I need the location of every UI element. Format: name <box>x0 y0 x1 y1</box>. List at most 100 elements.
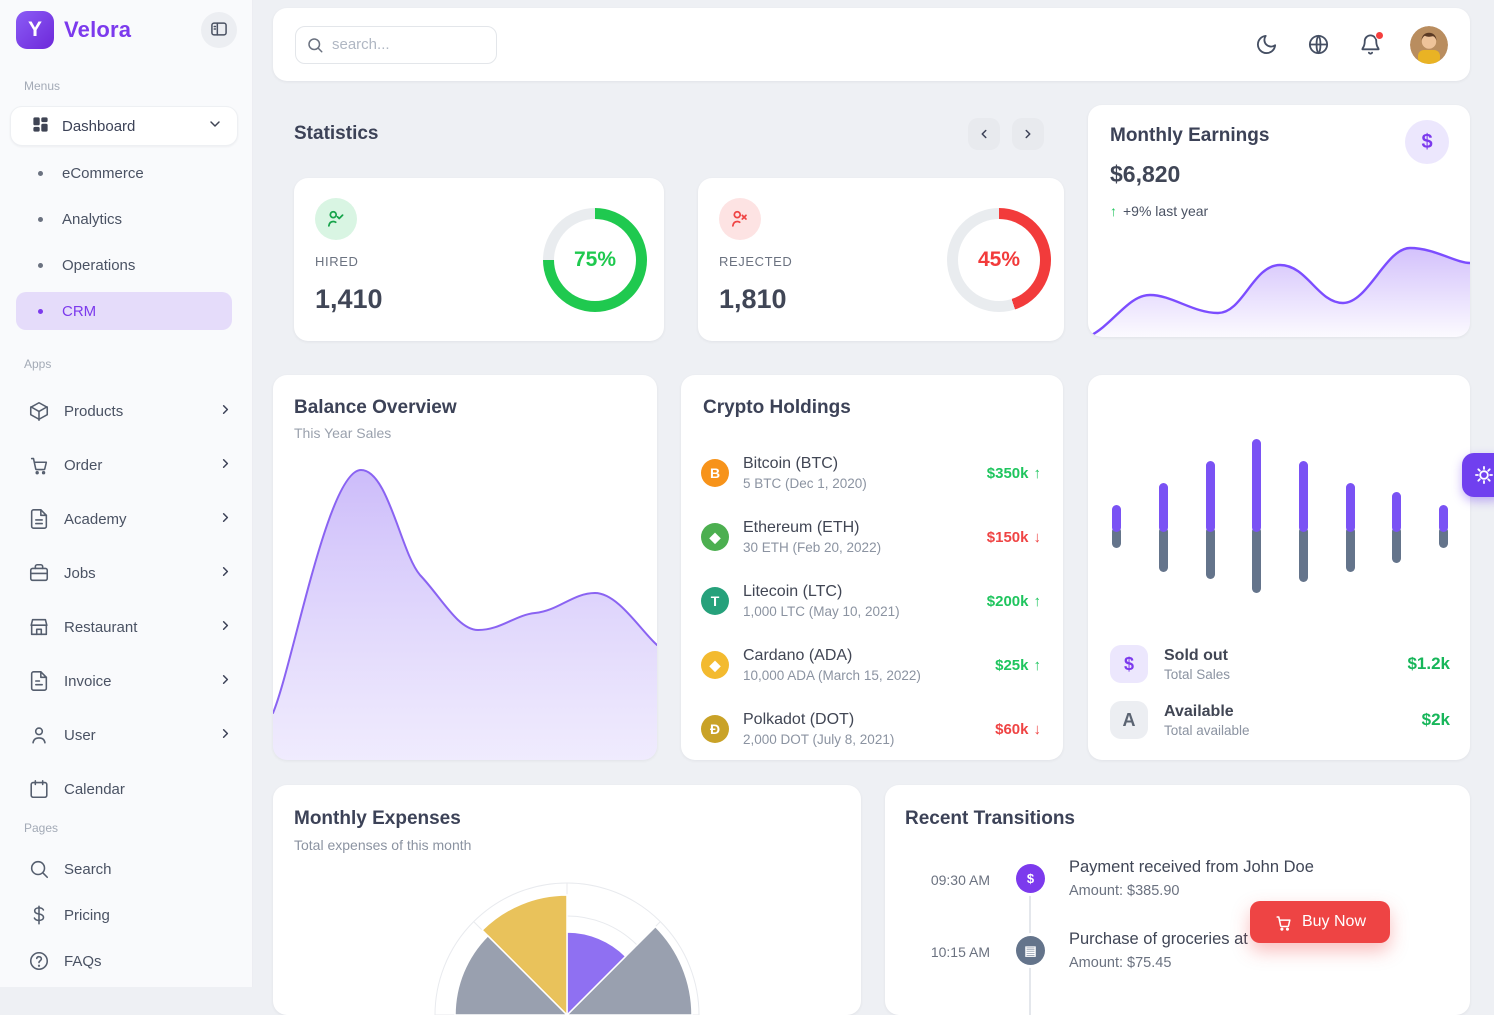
chevron-down-icon <box>207 116 223 136</box>
brand: Y Velora <box>16 10 237 50</box>
polar-slice <box>481 894 568 1015</box>
balance-overview-card: Balance Overview This Year Sales <box>273 375 657 760</box>
buy-now-button[interactable]: Buy Now <box>1250 901 1390 943</box>
sidebar-item-search[interactable]: Search <box>0 846 253 892</box>
coin-name: Cardano (ADA) <box>743 647 853 664</box>
search-icon <box>28 858 50 880</box>
sidebar-item-invoice[interactable]: Invoice <box>0 654 253 708</box>
card-title: Balance Overview <box>294 397 457 418</box>
rejected-gauge: 45% <box>947 208 1051 312</box>
avatar[interactable] <box>1410 25 1448 64</box>
transition-title: Purchase of groceries at <box>1069 930 1248 948</box>
sidebar-item-crm[interactable]: CRM <box>0 288 253 334</box>
calendar-icon <box>28 778 50 800</box>
value-text: $150k <box>986 528 1029 546</box>
trend-arrow-icon: ↑ <box>1033 656 1042 674</box>
value-text: $25k <box>995 656 1029 674</box>
sidebar-item-restaurant[interactable]: Restaurant <box>0 600 253 654</box>
bullet-icon <box>38 216 43 222</box>
list-item-litecoin[interactable]: T Litecoin (LTC) 1,000 LTC (May 10, 2021… <box>681 569 1063 633</box>
submenu-label: Operations <box>62 256 136 274</box>
sidebar-item-operations[interactable]: Operations <box>0 242 253 288</box>
bitcoin-icon: B <box>701 459 729 487</box>
sidebar-item-products[interactable]: Products <box>0 384 253 438</box>
sidebar-toggle-button[interactable] <box>201 12 237 48</box>
help-icon <box>28 950 50 972</box>
chevron-right-icon <box>218 564 233 583</box>
nav-label: Order <box>64 456 103 474</box>
crypto-list: B Bitcoin (BTC) 5 BTC (Dec 1, 2020) $350… <box>681 441 1063 761</box>
dark-mode-button[interactable] <box>1254 33 1278 57</box>
sidebar-item-faqs[interactable]: FAQs <box>0 938 253 984</box>
litecoin-icon: T <box>701 587 729 615</box>
card-title: Monthly Earnings <box>1110 125 1270 146</box>
sidebar-item-ecommerce[interactable]: eCommerce <box>0 150 253 196</box>
topbar <box>273 8 1470 81</box>
bar-sold <box>1346 483 1355 532</box>
submenu-label: eCommerce <box>62 164 144 182</box>
monthly-expenses-card: Monthly Expenses Total expenses of this … <box>273 785 861 1015</box>
card-title: Recent Transitions <box>905 808 1075 829</box>
sidebar-item-user[interactable]: User <box>0 708 253 762</box>
stat-label: REJECTED <box>719 254 793 269</box>
list-item-ethereum[interactable]: ◆ Ethereum (ETH) 30 ETH (Feb 20, 2022) $… <box>681 505 1063 569</box>
search-input[interactable] <box>332 36 482 53</box>
nav-label: Calendar <box>64 780 125 798</box>
sidebar-item-jobs[interactable]: Jobs <box>0 546 253 600</box>
nav-label: Academy <box>64 510 127 528</box>
cardano-icon: ◆ <box>701 651 729 679</box>
next-button[interactable] <box>1012 118 1044 150</box>
list-item-cardano[interactable]: ◆ Cardano (ADA) 10,000 ADA (March 15, 20… <box>681 633 1063 697</box>
settings-fab-button[interactable] <box>1462 453 1494 497</box>
bar-available <box>1112 527 1121 548</box>
bar-sold <box>1439 505 1448 532</box>
coin-detail: 5 BTC (Dec 1, 2020) <box>743 476 867 491</box>
dollar-circle-icon: $ <box>1016 864 1045 893</box>
bar-available <box>1206 527 1215 579</box>
card-title: Monthly Expenses <box>294 808 461 829</box>
nav-label: Products <box>64 402 124 420</box>
trend-arrow-icon: ↓ <box>1033 720 1042 738</box>
bar-sold <box>1159 483 1168 532</box>
coin-name: Polkadot (DOT) <box>743 711 855 728</box>
expenses-polar-chart <box>434 882 700 1015</box>
notifications-button[interactable] <box>1358 30 1384 59</box>
earnings-amount: $6,820 <box>1110 161 1181 187</box>
bar-available <box>1439 527 1448 548</box>
bar-available <box>1299 527 1308 582</box>
bar-available <box>1252 527 1261 593</box>
brand-logo-icon: Y <box>16 11 54 49</box>
bar-available <box>1159 527 1168 572</box>
moon-icon <box>1255 34 1278 59</box>
card-subtitle: This Year Sales <box>294 425 392 441</box>
sidebar-item-analytics[interactable]: Analytics <box>0 196 253 242</box>
value-text: $350k <box>986 464 1029 482</box>
coin-value: $150k ↓ <box>987 529 1041 546</box>
prev-button[interactable] <box>968 118 1000 150</box>
chevron-right-icon <box>218 456 233 475</box>
sidebar-item-order[interactable]: Order <box>0 438 253 492</box>
monthly-earnings-card: Monthly Earnings $ $6,820 ↑ +9% last yea… <box>1088 105 1470 337</box>
dollar-badge-icon: $ <box>1110 645 1148 683</box>
sidebar-item-academy[interactable]: Academy <box>0 492 253 546</box>
list-item-bitcoin[interactable]: B Bitcoin (BTC) 5 BTC (Dec 1, 2020) $350… <box>681 441 1063 505</box>
stat-card-rejected: REJECTED 1,810 45% <box>698 178 1064 341</box>
bell-icon <box>1359 33 1382 59</box>
list-item-polkadot[interactable]: Ð Polkadot (DOT) 2,000 DOT (July 8, 2021… <box>681 697 1063 761</box>
language-button[interactable] <box>1306 33 1330 57</box>
person-x-icon <box>719 198 761 240</box>
crypto-holdings-card: Crypto Holdings B Bitcoin (BTC) 5 BTC (D… <box>681 375 1063 760</box>
coin-name: Bitcoin (BTC) <box>743 455 839 472</box>
cart-icon <box>28 454 50 476</box>
value-text: $200k <box>986 592 1029 610</box>
coin-detail: 10,000 ADA (March 15, 2022) <box>743 668 921 683</box>
invoice-icon <box>28 670 50 692</box>
transition-time: 10:15 AM <box>930 944 990 960</box>
buy-now-label: Buy Now <box>1301 913 1367 930</box>
sidebar-item-pricing[interactable]: Pricing <box>0 892 253 938</box>
transition-time: 09:30 AM <box>930 872 990 888</box>
nav-label: Jobs <box>64 564 96 582</box>
globe-icon <box>1307 34 1330 59</box>
sidebar-item-dashboard[interactable]: Dashboard <box>10 106 238 146</box>
sidebar-item-calendar[interactable]: Calendar <box>0 762 253 816</box>
